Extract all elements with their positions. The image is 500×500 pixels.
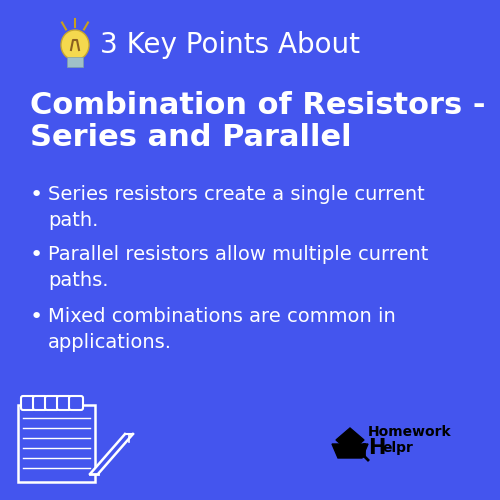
Text: Parallel resistors allow multiple current
paths.: Parallel resistors allow multiple curren… [48,245,428,290]
Polygon shape [90,434,133,474]
Text: •: • [30,307,44,327]
FancyBboxPatch shape [57,396,71,410]
Polygon shape [336,428,364,452]
Polygon shape [332,444,368,458]
FancyBboxPatch shape [33,396,47,410]
Text: H: H [368,438,386,458]
Text: Combination of Resistors -: Combination of Resistors - [30,90,486,120]
FancyBboxPatch shape [69,396,83,410]
Text: Series and Parallel: Series and Parallel [30,122,352,152]
Ellipse shape [61,30,89,60]
Text: •: • [30,245,44,265]
FancyBboxPatch shape [21,396,35,410]
Text: Mixed combinations are common in
applications.: Mixed combinations are common in applica… [48,307,396,352]
FancyBboxPatch shape [45,396,59,410]
Text: Homework: Homework [368,425,452,439]
Bar [18,405,95,482]
Bar [67,57,83,67]
Text: •: • [30,185,44,205]
Text: elpr: elpr [382,441,413,455]
Text: Series resistors create a single current
path.: Series resistors create a single current… [48,185,425,230]
Text: 3 Key Points About: 3 Key Points About [100,31,360,59]
